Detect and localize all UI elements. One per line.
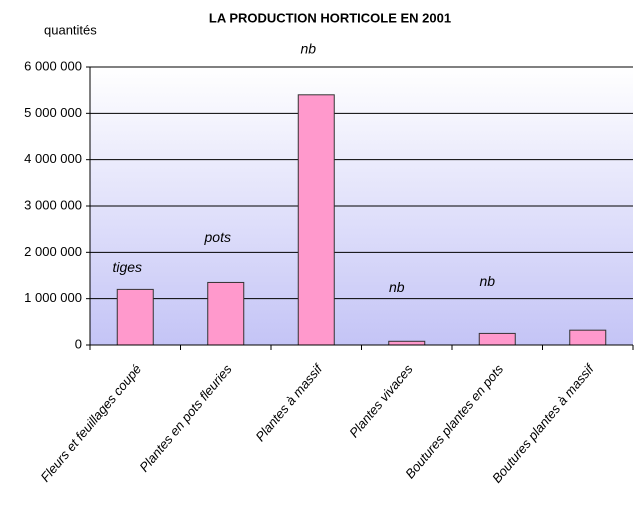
y-tick-label: 0 (75, 336, 82, 351)
annotation: nb (479, 273, 495, 289)
annotation: nb (300, 41, 316, 57)
annotation: nb (389, 279, 405, 295)
y-tick-label: 5 000 000 (24, 105, 82, 120)
bar (207, 281, 245, 346)
y-tick-label: 6 000 000 (24, 58, 82, 73)
chart-title: LA PRODUCTION HORTICOLE EN 2001 (209, 10, 451, 25)
bar (297, 94, 335, 346)
bar (569, 329, 607, 346)
x-tick-label: Plantes vivaces (346, 361, 416, 440)
x-tick-label: Boutures plantes à massif (489, 360, 598, 485)
x-tick-label: Fleurs et feuillages coupé (37, 361, 144, 484)
annotation: tiges (112, 259, 142, 275)
y-axis-label: quantités (44, 22, 97, 37)
x-tick-label: Plantes en pots fleuries (136, 361, 235, 475)
x-tick-label: Boutures plantes en pots (402, 361, 506, 481)
y-tick-label: 3 000 000 (24, 197, 82, 212)
y-tick-label: 2 000 000 (24, 244, 82, 259)
bar (116, 288, 154, 346)
annotation: pots (204, 229, 231, 245)
bar (388, 340, 426, 346)
bar (478, 332, 516, 346)
y-tick-label: 1 000 000 (24, 290, 82, 305)
x-tick-label: Plantes à massif (252, 360, 326, 444)
y-tick-label: 4 000 000 (24, 151, 82, 166)
